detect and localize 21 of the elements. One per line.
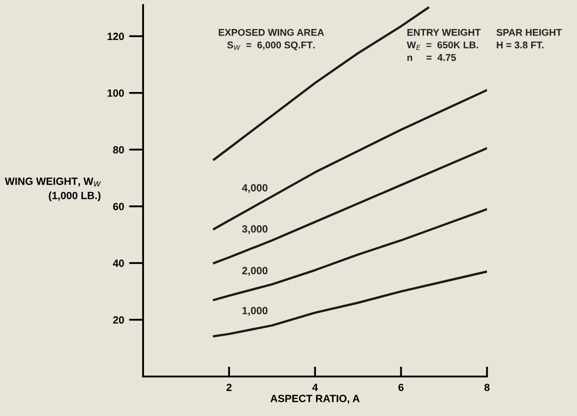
x-axis-title: ASPECT RATIO, A — [270, 394, 360, 404]
annotation: EXPOSED WING AREA S$_{W}$ = 6,000 SQ.FT. — [218, 28, 324, 50]
y-tick-label: 40 — [112, 260, 124, 267]
x-tick-label: 2 — [226, 384, 232, 391]
line-series — [212, 147, 487, 264]
text: SPAR HEIGHT H = 3.8 FT. — [496, 28, 562, 48]
y-axis-title: WING WEIGHT, W$_{W}$ (1,000 LB.) — [4, 178, 101, 202]
y-tick-label: 80 — [113, 146, 124, 154]
series-label: 2,000 — [242, 266, 268, 276]
series-label: 4,000 — [242, 184, 268, 193]
series-label: 1,000 — [242, 306, 268, 316]
x-tick-label: 8 — [484, 384, 490, 392]
line-series — [212, 208, 487, 302]
x-tick-label: 6 — [398, 384, 404, 392]
y-tick-label: 100 — [108, 89, 124, 97]
y-tick-label: 20 — [113, 316, 124, 324]
y-tick-label: 60 — [113, 202, 124, 210]
y-tick-label: 120 — [108, 32, 124, 40]
annotation: ENTRY WEIGHT W$_{E}$ = 650K LB. n = 4.75 — [406, 28, 481, 61]
series-label: 3,000 — [242, 225, 268, 234]
x-tick-label: 4 — [312, 384, 318, 391]
